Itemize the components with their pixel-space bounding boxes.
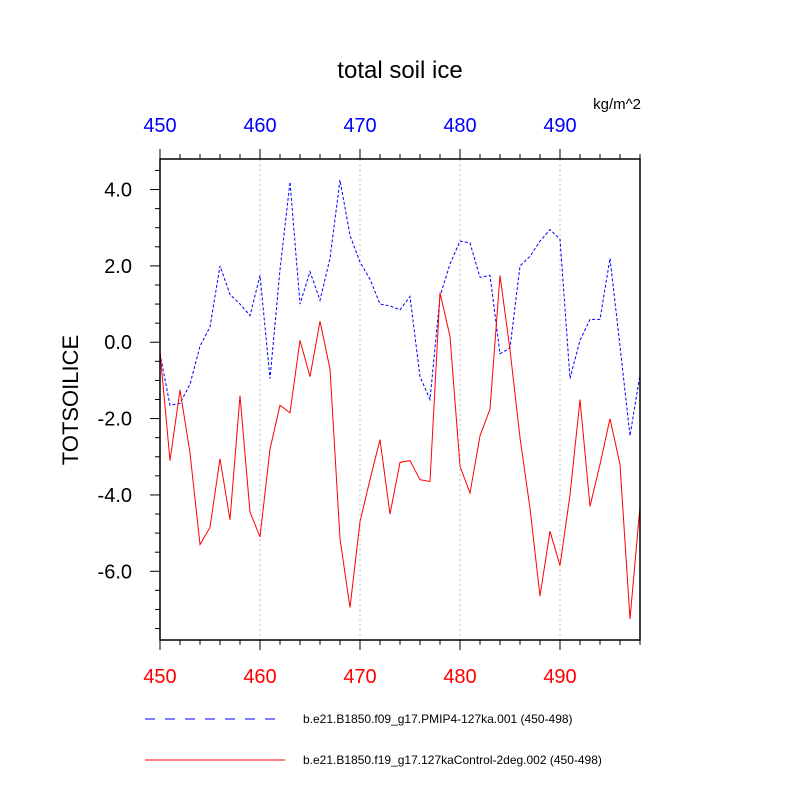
legend-label-1: b.e21.B1850.f09_g17.PMIP4-127ka.001 (450… — [303, 712, 573, 726]
x-tick-label-top: 470 — [343, 115, 376, 137]
y-tick-label: 4.0 — [104, 180, 132, 202]
series-line-2 — [159, 275, 641, 620]
plot-frame — [159, 158, 641, 641]
x-tick-label-bottom: 460 — [243, 666, 276, 688]
y-tick-label: 2.0 — [104, 256, 132, 278]
units-label: kg/m^2 — [593, 96, 641, 113]
y-tick-label: 0.0 — [104, 332, 132, 354]
legend-label-2: b.e21.B1850.f19_g17.127kaControl-2deg.00… — [303, 753, 602, 767]
x-tick-label-top: 490 — [543, 115, 576, 137]
x-tick-label-bottom: 490 — [543, 666, 576, 688]
x-tick-label-bottom: 450 — [143, 666, 176, 688]
series-line-1 — [159, 179, 641, 436]
y-tick-label: -4.0 — [98, 485, 132, 507]
grid-layer — [259, 159, 561, 640]
y-tick-label: -6.0 — [98, 561, 132, 583]
x-tick-label-top: 480 — [443, 115, 476, 137]
x-tick-label-bottom: 470 — [343, 666, 376, 688]
axis-layer: 450 450 460 460 470 470 480 480 490 490 -6.0 -4.0 -2… — [98, 115, 641, 688]
y-tick-label: -2.0 — [98, 409, 132, 431]
x-tick-label-top: 450 — [143, 115, 176, 137]
chart-title: total soil ice — [337, 57, 462, 84]
x-tick-label-bottom: 480 — [443, 666, 476, 688]
x-tick-label-top: 460 — [243, 115, 276, 137]
y-axis-label: TOTSOILICE — [58, 335, 83, 465]
series-layer — [159, 179, 641, 620]
legend: b.e21.B1850.f09_g17.PMIP4-127ka.001 (450… — [145, 712, 602, 767]
